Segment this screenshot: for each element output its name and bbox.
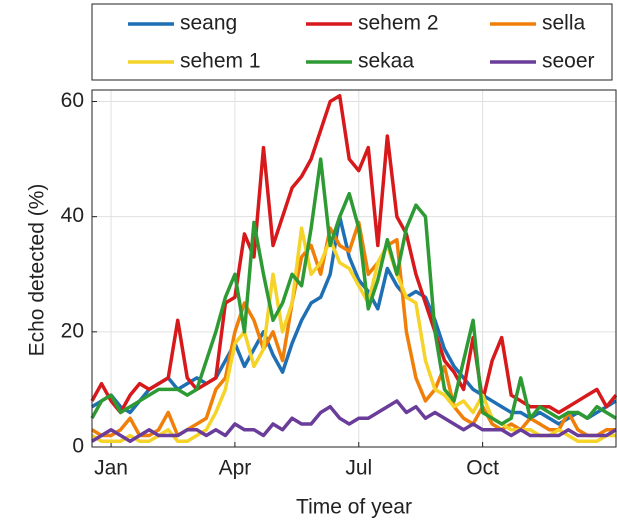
y-tick-label: 20 <box>61 319 84 342</box>
x-tick-label: Jul <box>345 457 372 480</box>
legend-box <box>91 3 613 81</box>
legend-label: sehem 2 <box>358 12 439 35</box>
series-line <box>90 157 617 426</box>
legend-label: sekaa <box>358 50 414 73</box>
y-tick-label: 0 <box>72 435 84 458</box>
legend-label: seoer <box>542 50 595 73</box>
plot-frame <box>91 89 617 448</box>
legend-label: seang <box>180 12 237 35</box>
series-line <box>91 226 616 443</box>
x-tick-label: Jan <box>94 457 128 480</box>
y-tick-label: 60 <box>61 89 84 112</box>
y-tick-label: 40 <box>61 204 84 227</box>
series-line <box>91 399 617 443</box>
y-axis-label: Echo detected (%) <box>26 184 49 357</box>
series-line <box>90 94 617 415</box>
series-line <box>91 214 617 426</box>
x-tick-label: Apr <box>219 457 252 480</box>
x-tick-label: Oct <box>466 457 499 480</box>
x-axis-label: Time of year <box>296 496 412 519</box>
series-line <box>91 220 616 438</box>
legend-label: sehem 1 <box>180 50 261 73</box>
legend-label: sella <box>542 12 586 35</box>
